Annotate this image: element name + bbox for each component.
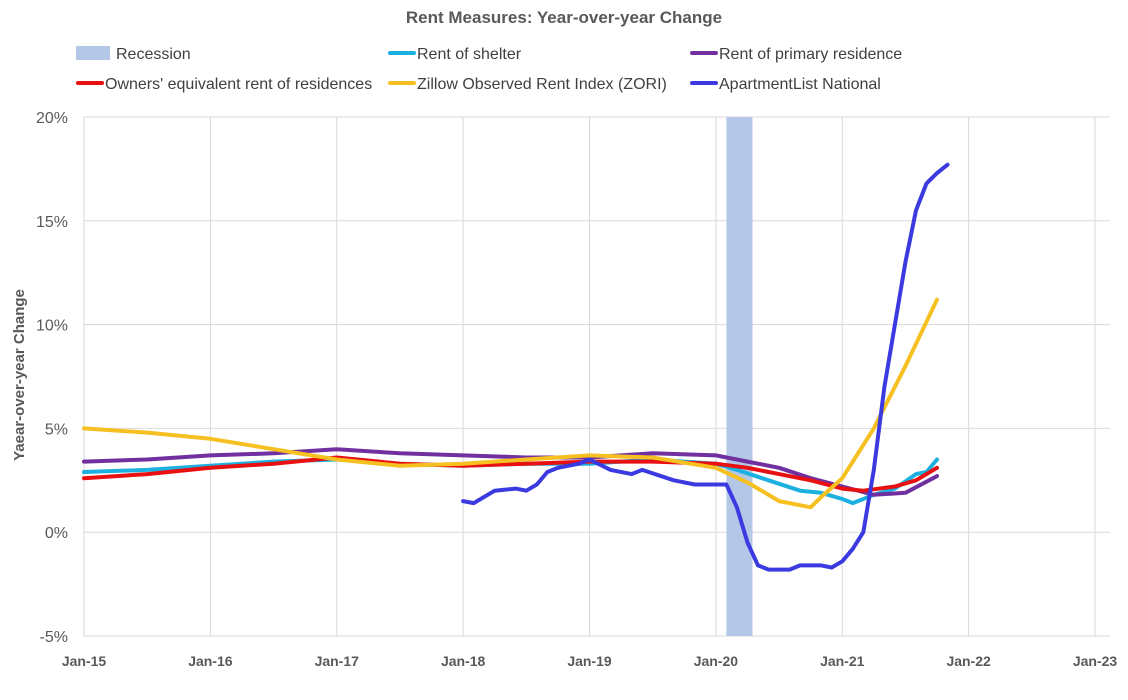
legend-label: Rent of primary residence: [719, 46, 902, 63]
series-lines: [82, 162, 950, 572]
x-tick-label: Jan-18: [441, 653, 486, 669]
x-tick-label: Jan-17: [315, 653, 360, 669]
legend-label: Recession: [116, 46, 191, 63]
axes: -5% 0% 5% 10% 15% 20% Jan-15 Jan-16 Jan-17 Jan-18…: [36, 110, 1117, 669]
series-line-zillow-observed-rent-index-zori-: [82, 297, 939, 510]
legend-label: Owners' equivalent rent of residences: [105, 76, 372, 93]
chart-title: Rent Measures: Year-over-year Change: [406, 8, 722, 27]
legend-label: ApartmentList National: [719, 76, 881, 93]
series-line-apartmentlist-national: [461, 162, 950, 572]
legend-label: Zillow Observed Rent Index (ZORI): [417, 76, 667, 93]
legend-swatch-recession: [76, 46, 110, 60]
gridlines: [83, 116, 1110, 637]
x-tick-label: Jan-16: [188, 653, 233, 669]
x-tick-label: Jan-23: [1073, 653, 1118, 669]
series-line-owners-equivalent-rent-of-residences: [82, 455, 939, 493]
y-tick-label: 0%: [45, 525, 68, 542]
legend-label: Rent of shelter: [417, 46, 522, 63]
legend: Recession Rent of shelter Rent of primary …: [76, 46, 902, 93]
recession-bar: [726, 117, 753, 636]
x-tick-label: Jan-21: [820, 653, 865, 669]
y-tick-label: -5%: [40, 629, 68, 646]
y-tick-label: 5%: [45, 421, 68, 438]
recession-band: [726, 117, 753, 636]
y-axis-label: Yaear-over-year Change: [11, 289, 28, 461]
y-tick-label: 10%: [36, 318, 68, 335]
x-tick-label: Jan-19: [567, 653, 612, 669]
x-tick-label: Jan-15: [62, 653, 107, 669]
x-tick-label: Jan-22: [946, 653, 991, 669]
y-tick-label: 15%: [36, 214, 68, 231]
x-tick-label: Jan-20: [694, 653, 739, 669]
y-tick-label: 20%: [36, 110, 68, 127]
